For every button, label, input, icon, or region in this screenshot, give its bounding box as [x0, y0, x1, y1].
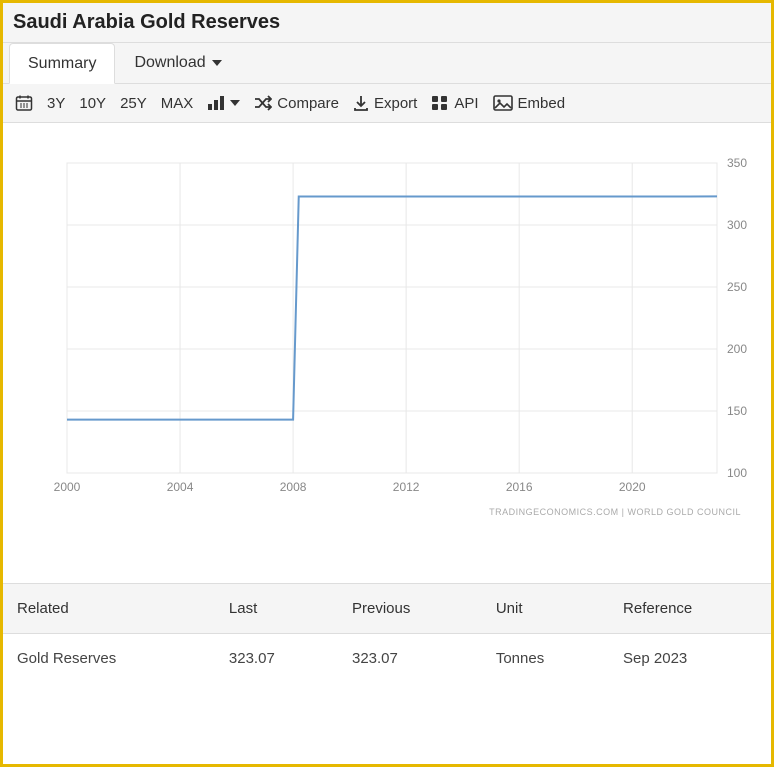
- svg-text:350: 350: [727, 156, 747, 170]
- embed-label: Embed: [518, 95, 566, 112]
- download-icon: [353, 95, 369, 111]
- svg-text:250: 250: [727, 280, 747, 294]
- compare-button[interactable]: Compare: [254, 95, 339, 112]
- line-chart: 100 150 200 250 300 350 2000 2004 2008 2012 2016 20…: [13, 153, 761, 503]
- chart-attribution: TRADINGECONOMICS.COM | WORLD GOLD COUNCI…: [489, 507, 741, 517]
- svg-text:2000: 2000: [54, 480, 81, 494]
- col-last: Last: [215, 584, 338, 634]
- svg-text:200: 200: [727, 342, 747, 356]
- embed-button[interactable]: Embed: [493, 95, 566, 112]
- svg-text:2012: 2012: [393, 480, 420, 494]
- chevron-down-icon: [212, 60, 222, 66]
- image-icon: [493, 95, 513, 111]
- calendar-button[interactable]: [15, 94, 33, 112]
- range-10y[interactable]: 10Y: [79, 95, 106, 112]
- spacer: [3, 523, 771, 583]
- range-max[interactable]: MAX: [161, 95, 194, 112]
- related-table: Related Last Previous Unit Reference Gol…: [3, 583, 771, 683]
- cell-reference: Sep 2023: [609, 634, 771, 684]
- page-title: Saudi Arabia Gold Reserves: [13, 11, 761, 34]
- tab-summary-label: Summary: [28, 55, 96, 73]
- range-3y[interactable]: 3Y: [47, 95, 65, 112]
- range-25y[interactable]: 25Y: [120, 95, 147, 112]
- cell-last: 323.07: [215, 634, 338, 684]
- compare-label: Compare: [277, 95, 339, 112]
- svg-text:300: 300: [727, 218, 747, 232]
- svg-text:2020: 2020: [619, 480, 646, 494]
- col-related: Related: [3, 584, 215, 634]
- col-previous: Previous: [338, 584, 482, 634]
- col-reference: Reference: [609, 584, 771, 634]
- range-group: 3Y 10Y 25Y MAX: [47, 95, 193, 112]
- tab-summary[interactable]: Summary: [9, 43, 115, 84]
- export-label: Export: [374, 95, 417, 112]
- chart-container: 100 150 200 250 300 350 2000 2004 2008 2012 2016 20…: [3, 123, 771, 523]
- svg-text:150: 150: [727, 404, 747, 418]
- svg-text:100: 100: [727, 466, 747, 480]
- bar-chart-icon: [207, 95, 225, 111]
- api-label: API: [454, 95, 478, 112]
- api-button[interactable]: API: [431, 95, 478, 112]
- svg-text:2016: 2016: [506, 480, 533, 494]
- shuffle-icon: [254, 95, 272, 111]
- cell-previous: 323.07: [338, 634, 482, 684]
- calendar-icon: [15, 94, 33, 112]
- tab-download-label: Download: [134, 54, 205, 72]
- grid-icon: [431, 95, 449, 111]
- tab-download[interactable]: Download: [115, 43, 240, 83]
- svg-text:2008: 2008: [280, 480, 307, 494]
- table-header-row: Related Last Previous Unit Reference: [3, 584, 771, 634]
- cell-related: Gold Reserves: [3, 634, 215, 684]
- tab-bar: Summary Download: [3, 43, 771, 84]
- col-unit: Unit: [482, 584, 609, 634]
- table-row[interactable]: Gold Reserves 323.07 323.07 Tonnes Sep 2…: [3, 634, 771, 684]
- page-header: Saudi Arabia Gold Reserves: [3, 3, 771, 43]
- chart-type-button[interactable]: [207, 95, 240, 111]
- export-button[interactable]: Export: [353, 95, 417, 112]
- chevron-down-icon: [230, 100, 240, 106]
- chart-toolbar: 3Y 10Y 25Y MAX Compare Export API: [3, 84, 771, 123]
- cell-unit: Tonnes: [482, 634, 609, 684]
- svg-text:2004: 2004: [167, 480, 194, 494]
